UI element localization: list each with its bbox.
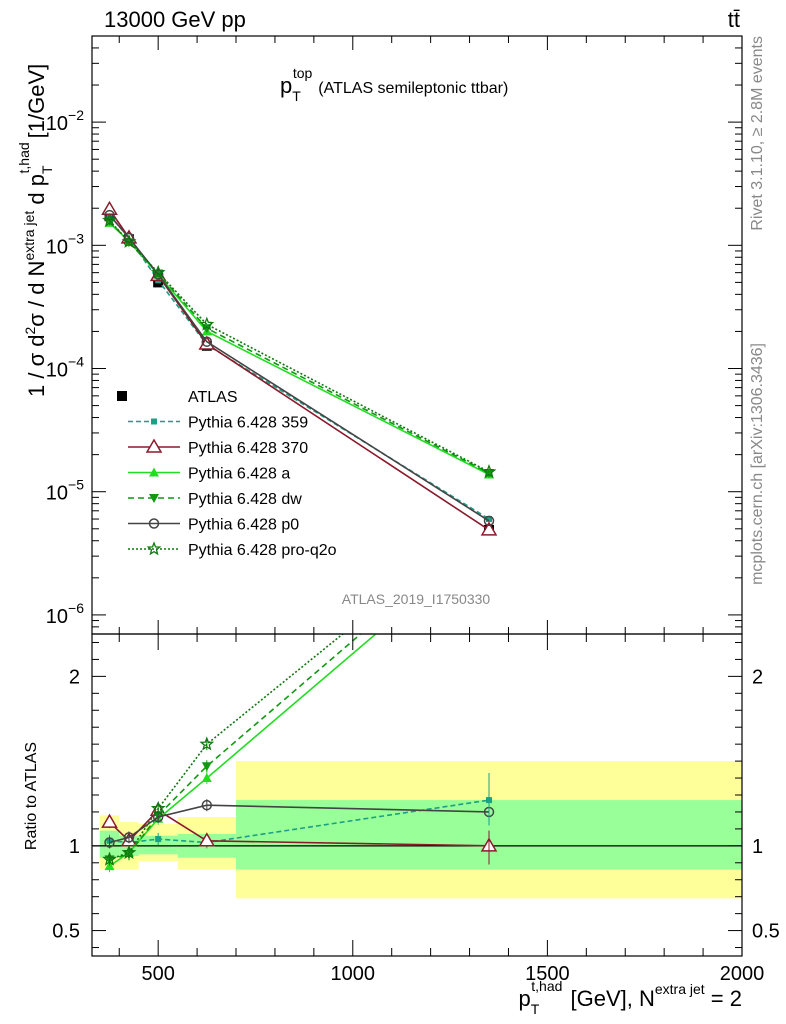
x-tick-label: 2000	[720, 963, 765, 985]
ratio-series-point	[201, 762, 212, 772]
legend-marker	[148, 518, 160, 529]
watermark: ATLAS_2019_I1750330	[342, 591, 491, 607]
ratio-series-point	[198, 832, 216, 847]
ratio-y-tick-label-right: 0.5	[752, 921, 780, 943]
ratio-plot-area	[92, 634, 742, 899]
ratio-series-point	[155, 836, 162, 843]
series-point	[152, 269, 164, 280]
series-point	[481, 463, 497, 479]
series-point	[486, 516, 493, 523]
ratio-y-tick-label-right: 2	[752, 666, 763, 688]
series-line	[108, 222, 490, 476]
legend-label: Pythia 6.428 a	[188, 466, 290, 483]
series-point	[150, 264, 166, 279]
series-point	[480, 521, 498, 536]
ratio-y-tick-label: 2	[69, 666, 80, 688]
series-line	[108, 208, 490, 531]
legend-label: ATLAS	[188, 389, 238, 406]
series-line	[108, 214, 490, 522]
ratio-series-point	[104, 861, 115, 871]
main-y-tick-label: 10−6	[46, 600, 84, 628]
series-point	[483, 515, 495, 527]
series-point	[104, 209, 115, 221]
main-panel: pTtop(ATLAS semileptonic ttbar) ATLAS_20…	[16, 35, 743, 635]
x-tick-label: 500	[141, 963, 174, 985]
main-y-tick-label: 10−5	[46, 477, 84, 505]
series-point	[199, 316, 215, 331]
legend-marker	[146, 541, 162, 556]
ratio-panel: Ratio to ATLAS pTt,had [GeV], Nextra jet…	[23, 633, 780, 1017]
series-line	[108, 213, 490, 520]
ratio-series-point	[101, 813, 118, 828]
x-axis-label: pTt,had [GeV], Nextra jet = 2	[518, 978, 742, 1017]
legend-marker	[145, 438, 163, 453]
series-point	[484, 468, 495, 478]
mcplots-label: mcplots.cern.ch [arXiv:1306.3436]	[749, 343, 766, 585]
series-point	[121, 233, 137, 248]
ratio-series-point	[104, 837, 115, 848]
main-y-tick-label: 10−2	[46, 107, 84, 135]
ratio-y-axis-label: Ratio to ATLAS	[23, 742, 40, 850]
legend-marker	[149, 494, 159, 503]
ratio-y-tick-label-right: 1	[752, 836, 763, 858]
legend-marker	[151, 418, 157, 425]
main-plot-area	[101, 200, 498, 536]
main-y-tick-label: 10−4	[46, 354, 84, 382]
ratio-series-point	[121, 844, 137, 859]
ratio-series-point	[150, 800, 166, 815]
x-tick-label: 1500	[525, 963, 570, 985]
legend-label: Pythia 6.428 359	[188, 415, 308, 432]
series-point	[102, 212, 117, 227]
ratio-series-point	[201, 773, 212, 783]
series-line	[108, 220, 490, 474]
x-tick-label: 1000	[331, 963, 376, 985]
legend-label: Pythia 6.428 dw	[188, 491, 302, 508]
rivet-label: Rivet 3.1.10, ≥ 2.8M events	[749, 36, 766, 231]
ratio-y-tick-label: 0.5	[52, 921, 80, 943]
main-title: pTtop(ATLAS semileptonic ttbar)	[280, 65, 508, 104]
header-process: 13000 GeV pp	[104, 7, 246, 32]
header-channel: tt̄	[728, 7, 740, 32]
legend-marker	[117, 391, 127, 401]
legend-label: Pythia 6.428 pro-q2o	[188, 542, 337, 559]
ratio-series-point	[102, 851, 117, 866]
legend-marker	[149, 467, 159, 477]
ratio-series-line	[109, 634, 362, 861]
ratio-series-point	[199, 736, 215, 751]
main-y-tick-label: 10−3	[46, 230, 84, 258]
series-line	[108, 219, 490, 473]
legend: ATLAS Pythia 6.428 359 Pythia 6.428 370 Pyt…	[117, 389, 337, 559]
ratio-y-tick-label: 1	[69, 836, 80, 858]
ratio-series-point	[201, 799, 213, 811]
legend-label: Pythia 6.428 370	[188, 440, 308, 457]
legend-label: Pythia 6.428 p0	[188, 517, 299, 534]
series-point	[201, 336, 213, 347]
ratio-series-point	[123, 832, 135, 843]
